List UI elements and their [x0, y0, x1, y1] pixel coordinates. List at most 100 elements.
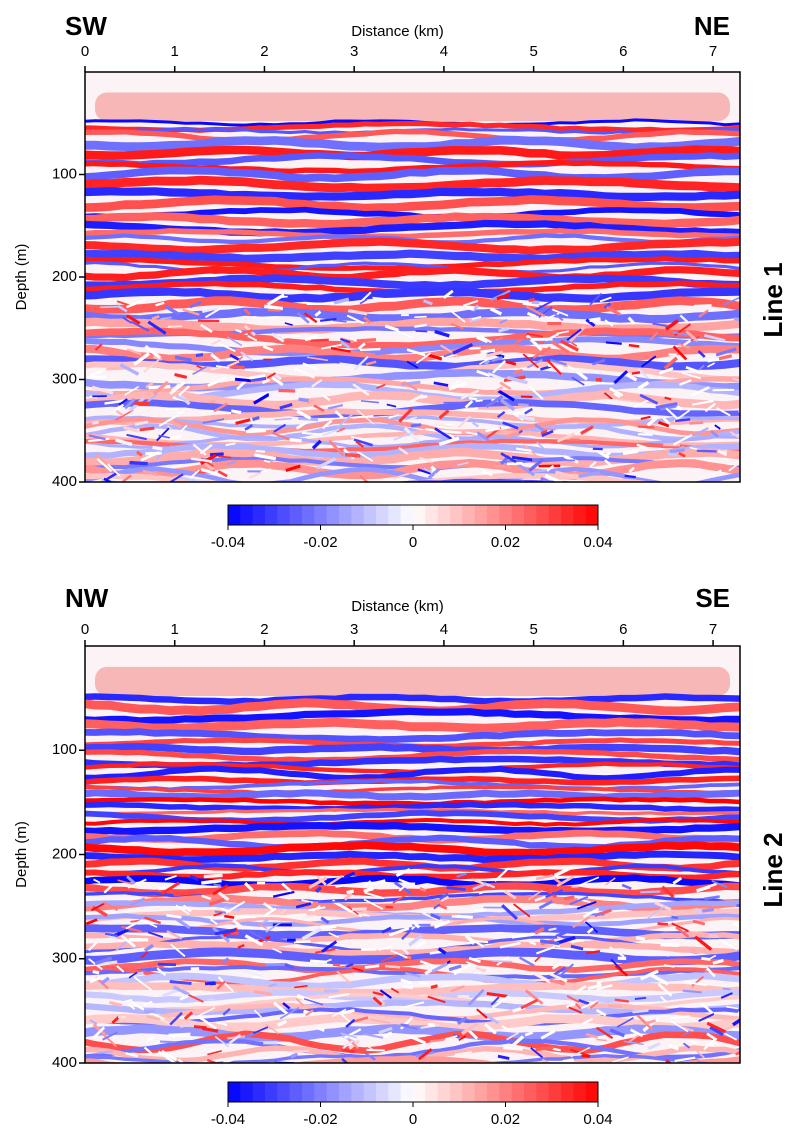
noise — [524, 1031, 534, 1037]
noise — [718, 354, 733, 361]
noise — [226, 336, 243, 347]
noise — [95, 453, 113, 471]
noise — [293, 940, 311, 944]
noise — [432, 423, 452, 428]
colorbar-step — [585, 505, 599, 525]
noise — [363, 886, 374, 893]
noise — [295, 420, 308, 430]
reflector — [85, 737, 740, 749]
noise — [491, 995, 510, 1009]
noise — [135, 450, 143, 457]
colorbar-step — [400, 505, 414, 525]
noise — [146, 1036, 155, 1043]
noise — [677, 343, 690, 350]
noise — [738, 410, 740, 415]
reflector — [85, 228, 740, 240]
noise — [337, 973, 346, 981]
noise — [422, 912, 443, 923]
noise — [118, 398, 128, 406]
noise — [385, 964, 401, 969]
noise — [85, 918, 98, 926]
x-tick-label: 4 — [440, 621, 448, 638]
colorbar-step — [314, 505, 328, 525]
seismic-image — [85, 646, 740, 1063]
noise — [664, 396, 672, 401]
colorbar-step — [228, 1082, 241, 1102]
noise — [549, 978, 566, 986]
colorbar-step — [536, 505, 550, 525]
noise — [217, 470, 228, 478]
noise — [433, 919, 451, 929]
noise — [115, 438, 133, 447]
noise — [192, 478, 214, 482]
noise — [612, 1056, 629, 1063]
noise — [406, 360, 419, 369]
noise — [517, 403, 529, 407]
noise — [263, 459, 270, 463]
noise — [419, 960, 438, 969]
noise — [532, 346, 551, 359]
noise — [254, 453, 277, 461]
noise — [247, 335, 258, 342]
noise — [140, 951, 149, 959]
noise — [505, 431, 520, 439]
noise — [682, 1031, 690, 1037]
noise — [134, 420, 149, 426]
colorbar-step — [265, 1082, 278, 1102]
noise — [417, 468, 431, 475]
noise — [156, 426, 171, 442]
noise — [486, 991, 508, 998]
noise — [419, 981, 428, 985]
noise — [589, 1001, 599, 1010]
noise — [179, 992, 194, 1001]
noise — [122, 316, 133, 324]
noise — [493, 385, 504, 394]
noise — [128, 971, 138, 979]
noise — [539, 884, 557, 898]
noise — [450, 322, 464, 330]
x-tick-label: 2 — [260, 621, 268, 638]
noise — [252, 975, 260, 979]
noise — [604, 319, 614, 327]
noise — [456, 1016, 468, 1025]
reflector — [85, 743, 740, 756]
noise — [723, 297, 740, 306]
x-tick-label: 1 — [171, 43, 179, 60]
noise — [703, 334, 726, 342]
noise — [499, 318, 508, 324]
noise — [94, 956, 113, 966]
colorbar-step — [450, 1082, 463, 1102]
noise — [321, 419, 333, 430]
colorbar-step — [289, 505, 303, 525]
noise — [578, 470, 601, 478]
reflector — [85, 869, 740, 881]
noise — [290, 1052, 299, 1059]
colorbar-step — [289, 1082, 303, 1102]
colorbar-step — [487, 505, 500, 525]
noise — [420, 1024, 440, 1029]
noise — [284, 962, 295, 970]
noise — [125, 1052, 139, 1058]
noise — [667, 452, 678, 457]
reflector — [85, 434, 740, 449]
noise — [89, 975, 102, 984]
colorbar-step — [240, 1082, 254, 1102]
noise — [566, 995, 580, 1003]
noise — [263, 902, 274, 911]
noise — [681, 371, 701, 380]
noise — [595, 1008, 607, 1017]
colorbar-step — [573, 505, 587, 525]
x-tick-label: 3 — [350, 621, 358, 638]
noise — [738, 473, 740, 477]
noise — [657, 922, 668, 926]
noise — [104, 399, 125, 405]
noise — [547, 363, 564, 370]
noise — [621, 883, 632, 890]
noise — [440, 344, 460, 358]
noise — [384, 324, 399, 332]
noise — [222, 1056, 238, 1063]
noise — [503, 1046, 523, 1051]
noise — [681, 1026, 694, 1032]
reflector — [85, 765, 740, 782]
noise — [697, 364, 705, 371]
